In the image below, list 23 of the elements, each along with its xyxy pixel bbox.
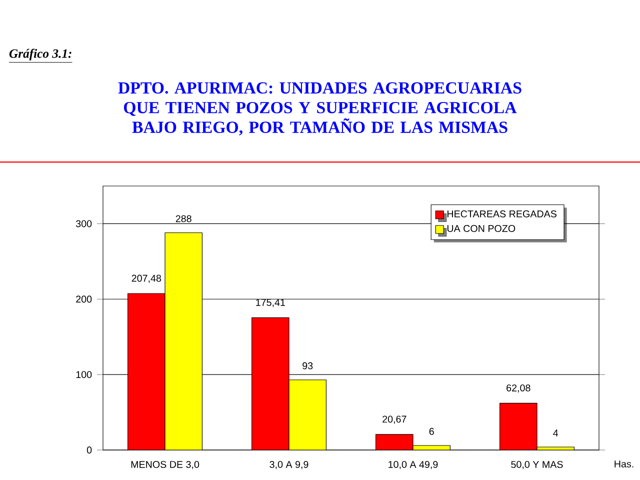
y-tick-label: 200: [76, 296, 92, 303]
data-label: 4: [553, 430, 558, 436]
y-tick-label: 0: [86, 446, 92, 454]
y-tick-label: 300: [76, 220, 92, 228]
data-label: 207,48: [132, 274, 162, 283]
text: Gráfico 3.1:: [9, 48, 72, 60]
bar: [164, 232, 202, 450]
data-label: 93: [302, 362, 313, 370]
legend-label: HECTAREAS REGADAS: [448, 210, 557, 218]
x-tick-label: 3,0 A 9,9: [270, 460, 308, 470]
data-label: 62,08: [506, 384, 530, 393]
x-tick-label: 50,0 Y MAS: [511, 460, 563, 470]
x-axis-title: Has.: [614, 460, 634, 468]
x-tick-label: MENOS DE 3,0: [131, 460, 200, 470]
data-label: 20,67: [382, 416, 406, 424]
chart-title: DPTO. APURIMAC: UNIDADES AGROPECUARIAS QUE TIENEN POZOS Y SUPERFICIE AGRICOLA BAJO RIEGO, POR TAMAÑO DE LAS MISMAS: [118, 82, 522, 136]
data-label: 175,41: [256, 299, 285, 308]
y-tick-label: 100: [76, 371, 92, 378]
bar: [288, 380, 326, 450]
data-label: 6: [429, 428, 434, 435]
legend-label: UA CON POZO: [447, 225, 516, 232]
x-tick-label: 10,0 A 49,9: [388, 460, 438, 470]
data-label: 288: [176, 215, 192, 222]
